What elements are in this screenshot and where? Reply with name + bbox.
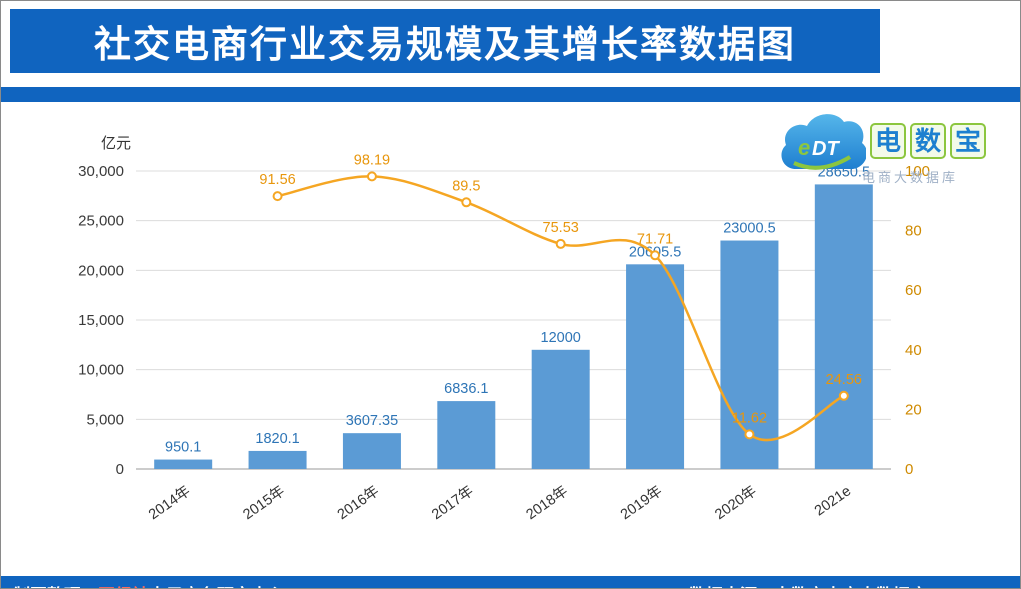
- x-axis-tick-label: 2015年: [240, 482, 288, 523]
- line-marker: [838, 390, 849, 401]
- bar-value-label: 12000: [541, 330, 581, 346]
- right-axis-tick-label: 0: [905, 461, 913, 478]
- brand-name: 电 数 宝: [870, 123, 987, 159]
- left-axis-tick-label: 0: [116, 461, 124, 478]
- bar-2016年: [342, 433, 401, 469]
- line-value-label: 24.56: [826, 372, 862, 388]
- bar-value-label: 950.1: [165, 440, 201, 456]
- svg-text:e: e: [798, 135, 810, 160]
- bar-2019年: [626, 264, 685, 469]
- line-value-label: 91.56: [259, 172, 295, 188]
- bar-value-label: 6836.1: [444, 381, 488, 397]
- x-axis-tick-label: 2014年: [145, 482, 193, 523]
- page-title: 社交电商行业交易规模及其增长率数据图: [94, 24, 796, 65]
- x-axis-tick-label: 2016年: [334, 482, 382, 523]
- bar-2021e: [814, 184, 873, 469]
- bar-2014年: [154, 459, 213, 469]
- bar-2018年: [531, 349, 590, 469]
- footer-left-accent: 网经社: [98, 586, 149, 588]
- left-axis-unit-label: 亿元: [101, 135, 132, 152]
- right-axis-tick-label: 60: [905, 282, 922, 299]
- cloud-logo-icon: e DT: [781, 114, 866, 170]
- line-marker: [366, 171, 377, 182]
- line-marker: [272, 191, 283, 202]
- line-marker: [650, 250, 661, 261]
- brand-subtitle: 电商大数据库: [862, 170, 959, 185]
- chart-area: 0 5,000 10,000 15,000 20,000 25,000 30,000 0 20 4…: [1, 101, 1020, 571]
- footer-left-suffix: 电子商务研究中心: [149, 586, 285, 588]
- footer-left-prefix: 制图整理：: [13, 586, 98, 588]
- left-axis-tick-label: 15,000: [78, 312, 124, 329]
- line-value-label: 71.71: [637, 231, 673, 247]
- footer-left-text: 制图整理：网经社电子商务研究中心: [13, 581, 285, 588]
- line-marker: [744, 429, 755, 440]
- x-axis-tick-label: 2017年: [429, 482, 477, 523]
- bar-value-label: 23000.5: [723, 221, 775, 237]
- right-axis-tick-label: 20: [905, 401, 922, 418]
- bar-2017年: [437, 401, 496, 469]
- line-value-label: 75.53: [543, 220, 579, 236]
- line-value-label: 11.62: [732, 410, 767, 426]
- line-marker: [461, 197, 472, 208]
- right-axis-tick-label: 40: [905, 342, 922, 359]
- right-axis-tick-label: 80: [905, 223, 922, 240]
- bar-2015年: [248, 450, 307, 469]
- x-axis-tick-label: 2019年: [617, 482, 665, 523]
- bar-line-chart: 0 5,000 10,000 15,000 20,000 25,000 30,000 0 20 4…: [78, 152, 930, 523]
- brand-char: 宝: [950, 123, 987, 159]
- svg-text:DT: DT: [812, 138, 840, 160]
- line-value-label: 98.19: [354, 152, 390, 168]
- line-value-label: 89.5: [452, 178, 480, 194]
- edatabao-logo: e DT 电 数 宝 电商大数据库: [774, 105, 1004, 201]
- x-axis-tick-label: 2021e: [812, 483, 854, 519]
- x-axis-tick-label: 2020年: [712, 482, 760, 523]
- x-axis-tick-label: 2018年: [523, 482, 571, 523]
- brand-char: 电: [870, 123, 907, 159]
- left-axis-tick-label: 20,000: [78, 262, 124, 279]
- left-axis-tick-label: 25,000: [78, 213, 124, 230]
- left-axis-tick-label: 5,000: [86, 411, 124, 428]
- left-axis-tick-label: 30,000: [78, 163, 124, 180]
- brand-char: 数: [910, 123, 947, 159]
- right-axis-tick-label: 100: [905, 163, 930, 180]
- bar-value-label: 1820.1: [255, 431, 299, 447]
- left-axis-tick-label: 10,000: [78, 362, 124, 379]
- title-banner: 社交电商行业交易规模及其增长率数据图: [10, 9, 880, 73]
- decorative-blue-strip: [1, 87, 1020, 102]
- line-marker: [555, 238, 566, 249]
- bar-value-label: 3607.35: [346, 413, 398, 429]
